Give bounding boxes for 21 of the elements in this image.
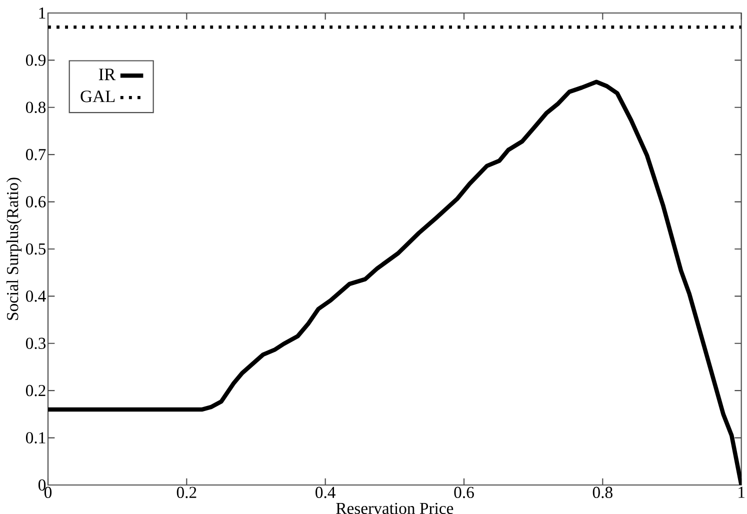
legend-label: IR bbox=[98, 68, 116, 80]
x-tick-label: 0.4 bbox=[316, 486, 336, 498]
y-tick-label: 0.1 bbox=[26, 432, 46, 444]
y-tick-label: 0.3 bbox=[26, 338, 46, 350]
x-tick-label: 0.2 bbox=[176, 486, 196, 498]
y-tick-label: 0.9 bbox=[26, 54, 46, 66]
line-series bbox=[48, 80, 742, 485]
x-tick-label: 0.6 bbox=[454, 486, 474, 498]
x-tick-label: 1 bbox=[738, 486, 744, 498]
x-tick-label: 0.8 bbox=[592, 486, 612, 498]
x-axis-title: Reservation Price bbox=[336, 502, 454, 514]
y-tick-label: 0.7 bbox=[26, 148, 46, 160]
y-tick-label: 0.8 bbox=[26, 102, 46, 114]
y-tick-label: 0 bbox=[38, 479, 46, 491]
y-axis-title: Social Surplus(Ratio) bbox=[6, 178, 22, 320]
legend-label: GAL bbox=[80, 90, 115, 102]
y-tick-label: 0.2 bbox=[26, 384, 46, 396]
y-tick-label: 1 bbox=[39, 7, 46, 18]
y-tick-label: 0.5 bbox=[26, 243, 46, 255]
y-tick-label: 0.4 bbox=[26, 290, 46, 302]
y-tick-label: 0.6 bbox=[26, 196, 46, 208]
